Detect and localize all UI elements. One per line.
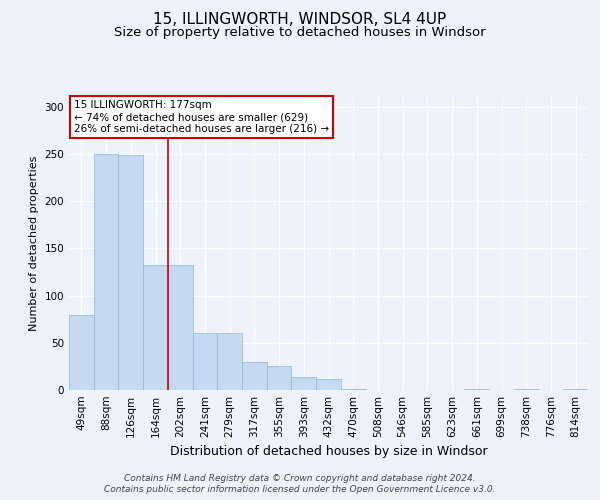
X-axis label: Distribution of detached houses by size in Windsor: Distribution of detached houses by size …: [170, 446, 487, 458]
Bar: [143, 264, 168, 390]
Bar: [242, 362, 267, 390]
Bar: [464, 389, 489, 390]
Bar: [69, 314, 94, 390]
Bar: [267, 366, 292, 390]
Bar: [563, 389, 588, 390]
Bar: [168, 264, 193, 390]
Text: 15, ILLINGWORTH, WINDSOR, SL4 4UP: 15, ILLINGWORTH, WINDSOR, SL4 4UP: [154, 12, 446, 28]
Bar: [514, 389, 539, 390]
Bar: [341, 389, 365, 390]
Bar: [118, 155, 143, 390]
Bar: [292, 377, 316, 390]
Bar: [217, 334, 242, 390]
Bar: [94, 154, 118, 390]
Bar: [316, 378, 341, 390]
Text: Size of property relative to detached houses in Windsor: Size of property relative to detached ho…: [114, 26, 486, 39]
Text: Contains HM Land Registry data © Crown copyright and database right 2024.
Contai: Contains HM Land Registry data © Crown c…: [104, 474, 496, 494]
Y-axis label: Number of detached properties: Number of detached properties: [29, 156, 39, 332]
Text: 15 ILLINGWORTH: 177sqm
← 74% of detached houses are smaller (629)
26% of semi-de: 15 ILLINGWORTH: 177sqm ← 74% of detached…: [74, 100, 329, 134]
Bar: [193, 334, 217, 390]
